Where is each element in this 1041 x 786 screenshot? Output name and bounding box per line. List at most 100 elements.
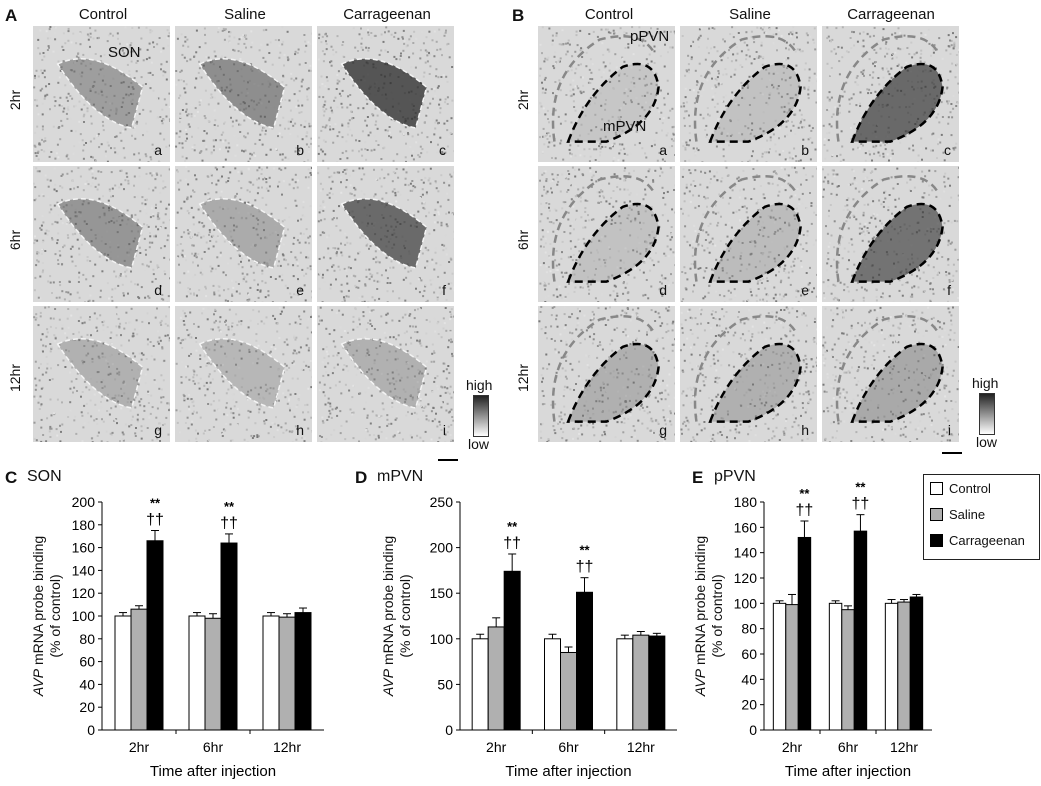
panel-b-sublabel-g: g [659,422,667,438]
panel-a-letter: A [5,6,18,25]
bar-control-2hr [114,615,132,731]
bar-carrageenan-2hr [146,540,164,731]
panel-b-micrograph-a: a [538,26,675,162]
panel-a-micrograph-i: i [317,306,454,442]
y-tick-label: 200 [430,540,454,556]
panel-b-region-label-mpvn: mPVN [603,118,647,135]
x-tick-label: 2hr [486,739,507,755]
y-axis-title-text: mRNA probe binding [692,535,708,666]
panel-b-sublabel-h: h [801,422,809,438]
panel-b-micrograph-e: e [680,166,817,302]
chart-c: C SON 0 20 40 60 80 100 120 140 160 180 200 2hr 6hr 12h… [0,468,340,786]
bar-carrageenan-6hr [220,542,238,731]
legend-item-carrageenan: Carrageenan [924,527,1039,553]
significance-marker: †† [796,502,814,519]
panel-b-sublabel-d: d [659,282,667,298]
panel-b-col-saline: Saline [729,6,771,23]
bar-saline-6hr [560,651,577,731]
chart-title: SON [27,468,62,485]
bar-saline-12hr [897,601,911,731]
chart-title: pPVN [714,468,756,485]
significance-marker: †† [503,535,521,552]
panel-a-sublabel-a: a [154,142,162,158]
significance-marker: ** [150,496,161,511]
legend-item-control: Control [924,475,1039,501]
bar-saline-2hr [487,626,505,731]
y-tick-label: 80 [79,631,95,647]
bar-carrageenan-12hr [648,635,666,731]
panel-b-row-2hr: 2hr [515,89,531,111]
chart-legend: Control Saline Carrageenan [923,474,1040,560]
panel-a-micrograph-f: f [317,166,454,302]
bar-control-12hr [884,602,899,731]
bar-control-6hr [188,615,206,731]
panel-a-scale-low: low [468,436,490,452]
y-axis-title-line1: AVP mRNA probe binding [380,501,397,731]
y-tick-label: 120 [72,585,96,601]
bar-carrageenan-2hr [797,536,812,731]
panel-b-sublabel-a: a [659,142,667,158]
panel-a-col-carrageenan: Carrageenan [343,6,431,23]
bar-saline-2hr [785,604,799,731]
panel-a-sublabel-b: b [296,142,304,158]
y-tick-label: 160 [72,540,96,556]
panel-a-sublabel-h: h [296,422,304,438]
y-tick-label: 160 [734,519,758,535]
panel-a-sublabel-d: d [154,282,162,298]
significance-marker: †† [220,515,238,532]
y-axis-title-line2: (% of control) [397,574,413,658]
y-axis-title: AVP mRNA probe binding (% of control) [30,501,64,731]
bar-carrageenan-12hr [909,596,924,731]
y-tick-label: 250 [430,494,454,510]
panel-b-scale-high: high [972,375,999,391]
panel-a-sublabel-f: f [442,282,446,298]
x-tick-label: 6hr [558,739,579,755]
legend-label-control: Control [949,480,991,496]
y-tick-label: 150 [430,585,454,601]
panel-b-scale-low: low [976,434,998,450]
y-tick-label: 180 [734,494,758,510]
y-tick-label: 60 [79,654,95,670]
legend-swatch-carrageenan [930,533,943,547]
x-tick-label: 6hr [838,739,859,755]
panel-b-micrograph-c: c [822,26,959,162]
panel-a-micrograph-g: g [33,306,170,442]
y-tick-label: 0 [445,722,453,738]
legend-item-saline: Saline [924,501,1039,527]
x-tick-label: 12hr [890,739,918,755]
bar-carrageenan-12hr [294,612,312,731]
significance-marker: †† [576,559,594,576]
panel-b-sublabel-f: f [947,282,951,298]
y-axis-title-text: mRNA probe binding [30,535,46,666]
significance-marker: ** [799,486,810,501]
y-axis-title-line2: (% of control) [709,574,725,658]
bar-saline-12hr [632,634,650,731]
panel-b-sublabel-c: c [944,142,951,158]
legend-label-carrageenan: Carrageenan [949,532,1025,548]
panel-b-col-carrageenan: Carrageenan [847,6,935,23]
panel-b-sublabel-b: b [801,142,809,158]
x-tick-label: 2hr [782,739,803,755]
panel-a-sublabel-i: i [442,422,446,438]
x-axis-title: Time after injection [785,763,911,780]
significance-marker: †† [852,496,870,513]
y-axis-title-line1: AVP mRNA probe binding [30,501,47,731]
panel-a-col-control: Control [78,6,128,23]
panel-b-micrograph-h: h [680,306,817,442]
panel-b-letter: B [512,6,525,25]
y-tick-label: 100 [430,631,454,647]
panel-a-row-2hr: 2hr [7,89,23,111]
significance-marker: ** [855,480,866,495]
x-axis-title: Time after injection [505,763,631,780]
panel-b-sublabel-e: e [801,282,809,298]
significance-marker: ** [224,499,235,514]
panel-a-micrograph-h: h [175,306,312,442]
significance-marker: †† [146,512,164,529]
y-tick-label: 140 [734,545,758,561]
y-axis-title-line2: (% of control) [47,574,63,658]
bar-control-6hr [828,602,843,731]
bar-saline-2hr [130,608,148,731]
y-tick-label: 140 [72,562,96,578]
